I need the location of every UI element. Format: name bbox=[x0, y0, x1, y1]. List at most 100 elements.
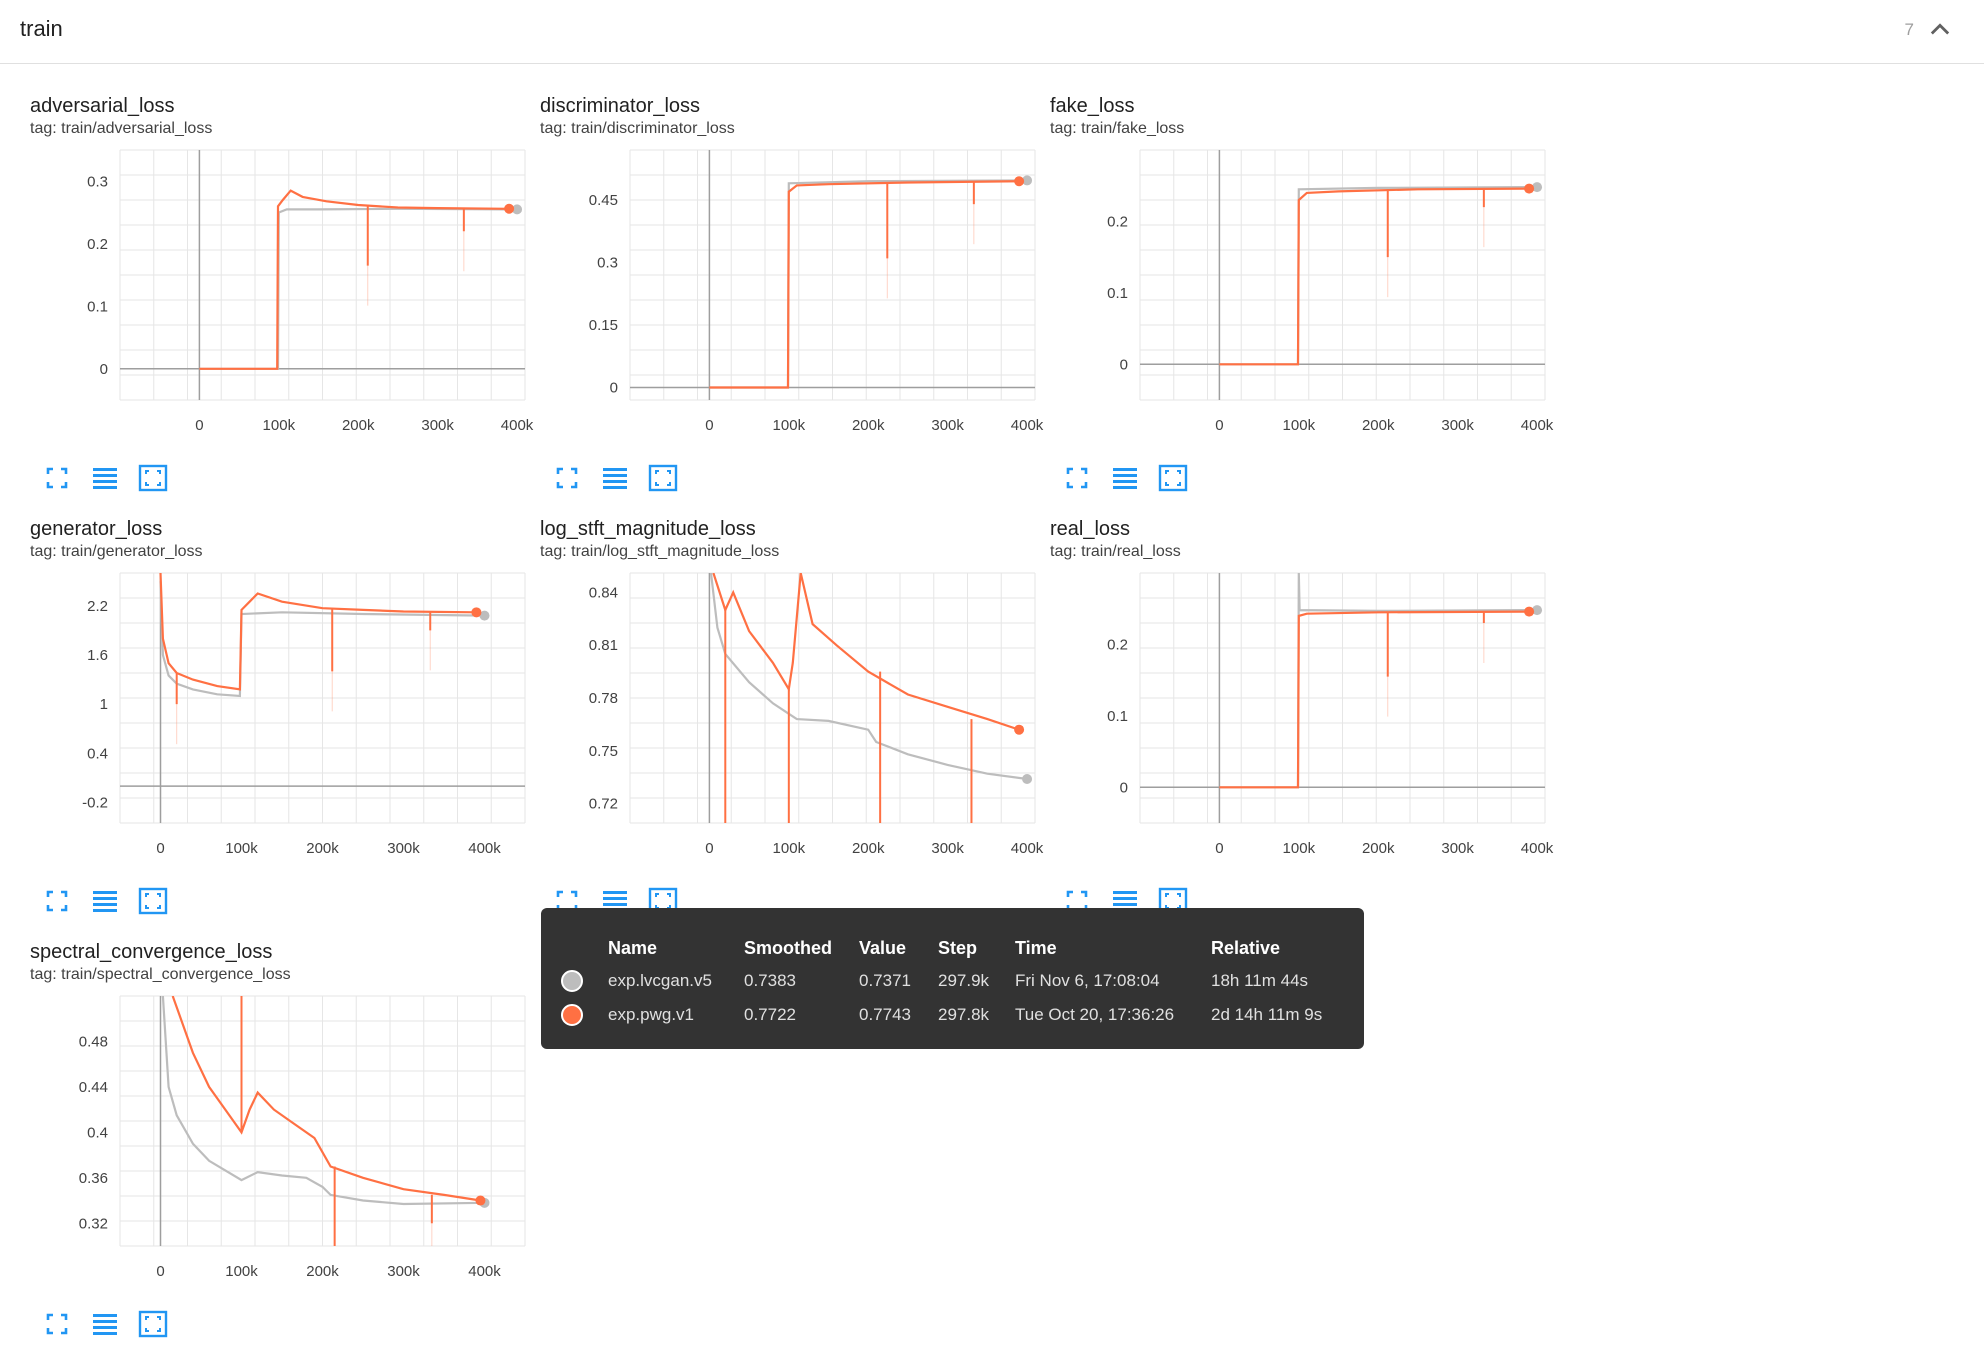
toggle-y-log-icon[interactable] bbox=[600, 463, 634, 493]
line-chart[interactable]: 0 100k 200k 300k 400k 0 0.1 0.2 bbox=[1050, 140, 1554, 440]
chart-tag: tag: train/spectral_convergence_loss bbox=[30, 966, 291, 983]
y-tick-label: 0.2 bbox=[1107, 213, 1128, 230]
tooltip-name: exp.pwg.v1 bbox=[608, 1005, 694, 1024]
x-tick-label: 100k bbox=[263, 417, 296, 434]
fullscreen-icon[interactable] bbox=[42, 886, 76, 916]
series-line-exp-pwg-v1[interactable] bbox=[1219, 610, 1530, 789]
fit-domain-icon[interactable] bbox=[138, 1309, 172, 1339]
series-end-marker bbox=[1532, 182, 1543, 193]
fullscreen-icon[interactable] bbox=[42, 463, 76, 493]
chart-card-generator-loss: generator_loss tag: train/generator_loss 0… bbox=[30, 518, 530, 918]
x-tick-label: 200k bbox=[306, 1263, 339, 1280]
chart-tag: tag: train/real_loss bbox=[1050, 543, 1181, 560]
x-tick-label: 0 bbox=[156, 1263, 164, 1280]
series-line-exp-pwg-v1[interactable] bbox=[199, 189, 510, 370]
x-tick-label: 200k bbox=[852, 840, 885, 857]
line-chart[interactable]: 0 100k 200k 300k 400k 0.72 0.75 0.78 0.81 0.84 bbox=[540, 563, 1044, 863]
tooltip-value: 0.7371 bbox=[859, 971, 911, 990]
fullscreen-icon[interactable] bbox=[552, 463, 586, 493]
tooltip-header: Relative bbox=[1211, 938, 1281, 958]
fit-domain-icon[interactable] bbox=[138, 463, 172, 493]
x-tick-label: 0 bbox=[705, 840, 713, 857]
fit-domain-icon[interactable] bbox=[138, 886, 172, 916]
x-tick-label: 200k bbox=[342, 417, 375, 434]
tooltip-header: Step bbox=[938, 938, 978, 958]
run-color-dot bbox=[561, 970, 583, 992]
chart-name: discriminator_loss bbox=[540, 95, 701, 117]
fit-domain-icon[interactable] bbox=[648, 463, 682, 493]
fullscreen-icon[interactable] bbox=[1062, 886, 1096, 916]
series-end-marker bbox=[471, 607, 482, 618]
y-tick-label: 0.3 bbox=[597, 255, 618, 272]
series-line-exp-lvcgan-v5[interactable] bbox=[709, 179, 1028, 389]
x-tick-label: 300k bbox=[1441, 840, 1474, 857]
chevron-up-icon[interactable] bbox=[1926, 16, 1954, 44]
tooltip-value: 0.7743 bbox=[859, 1005, 911, 1024]
tooltip-time: Fri Nov 6, 17:08:04 bbox=[1015, 971, 1160, 990]
toggle-y-log-icon[interactable] bbox=[90, 886, 124, 916]
x-tick-label: 100k bbox=[773, 840, 806, 857]
series-line-exp-pwg-v1[interactable] bbox=[709, 180, 1020, 389]
fullscreen-icon[interactable] bbox=[1062, 463, 1096, 493]
chart-card-adversarial-loss: adversarial_loss tag: train/adversarial_l… bbox=[30, 95, 534, 495]
y-tick-label: 0 bbox=[610, 380, 618, 397]
series-line-exp-pwg-v1[interactable] bbox=[1219, 187, 1530, 366]
series-line-exp-lvcgan-v5[interactable] bbox=[199, 207, 518, 370]
tooltip-header: Smoothed bbox=[744, 938, 832, 958]
line-chart[interactable]: 0 100k 200k 300k 400k 0 0.1 0.2 0.3 bbox=[30, 140, 534, 440]
x-tick-label: 400k bbox=[501, 417, 534, 434]
series-line-exp-lvcgan-v5[interactable] bbox=[1219, 573, 1538, 789]
fullscreen-icon[interactable] bbox=[42, 1309, 76, 1339]
x-tick-label: 0 bbox=[156, 840, 164, 857]
line-chart[interactable]: 0 100k 200k 300k 400k -0.2 0.4 1 1.6 2.2 bbox=[30, 563, 530, 863]
fit-domain-icon[interactable] bbox=[1158, 463, 1192, 493]
tooltip-smoothed: 0.7722 bbox=[744, 1005, 796, 1024]
series-line-exp-lvcgan-v5[interactable] bbox=[709, 573, 1028, 781]
line-chart[interactable]: 0 100k 200k 300k 400k 0 0.1 0.2 bbox=[1050, 563, 1554, 863]
y-tick-label: 1.6 bbox=[87, 647, 108, 664]
line-chart[interactable]: 0 100k 200k 300k 400k 0.32 0.36 0.4 0.44 0.48 bbox=[30, 986, 530, 1286]
x-tick-label: 100k bbox=[225, 1263, 258, 1280]
chart-name: adversarial_loss bbox=[30, 95, 175, 117]
tooltip-relative: 2d 14h 11m 9s bbox=[1211, 1005, 1323, 1024]
x-tick-label: 400k bbox=[1521, 417, 1554, 434]
chart-card-discriminator-loss: discriminator_loss tag: train/discriminat… bbox=[540, 95, 1044, 495]
toggle-y-log-icon[interactable] bbox=[1110, 463, 1144, 493]
chart-tooltip: Name Smoothed Value Step Time Relative exp.lvc… bbox=[541, 908, 1364, 1049]
toggle-y-log-icon[interactable] bbox=[90, 1309, 124, 1339]
tooltip-step: 297.9k bbox=[938, 971, 990, 990]
y-tick-label: 0.32 bbox=[79, 1215, 108, 1232]
series-line-exp-pwg-v1[interactable] bbox=[712, 573, 1020, 731]
series-line-exp-pwg-v1[interactable] bbox=[159, 573, 477, 691]
section-title: train bbox=[20, 16, 63, 41]
x-tick-label: 200k bbox=[852, 417, 885, 434]
x-tick-label: 300k bbox=[931, 417, 964, 434]
y-tick-label: 0.1 bbox=[1107, 285, 1128, 302]
series-end-marker bbox=[504, 203, 515, 214]
y-tick-label: 0.44 bbox=[79, 1079, 108, 1096]
toggle-y-log-icon[interactable] bbox=[90, 463, 124, 493]
y-tick-label: 2.2 bbox=[87, 598, 108, 615]
y-tick-label: 0.36 bbox=[79, 1170, 108, 1187]
x-tick-label: 100k bbox=[773, 417, 806, 434]
series-end-marker bbox=[475, 1195, 486, 1206]
x-tick-label: 300k bbox=[421, 417, 454, 434]
x-tick-label: 400k bbox=[1011, 840, 1044, 857]
line-chart[interactable]: 0 100k 200k 300k 400k 0 0.15 0.3 0.45 bbox=[540, 140, 1044, 440]
y-tick-label: 0.1 bbox=[1107, 708, 1128, 725]
section-header[interactable]: train 7 bbox=[0, 0, 1984, 64]
series-line-exp-lvcgan-v5[interactable] bbox=[1219, 186, 1538, 366]
x-tick-label: 400k bbox=[468, 840, 501, 857]
series-end-marker bbox=[1524, 183, 1535, 194]
x-tick-label: 100k bbox=[1283, 417, 1316, 434]
y-tick-label: 0.78 bbox=[589, 690, 618, 707]
series-line-exp-lvcgan-v5[interactable] bbox=[161, 996, 485, 1206]
series-line-exp-lvcgan-v5[interactable] bbox=[159, 581, 485, 698]
tooltip-header: Value bbox=[859, 938, 907, 958]
series-end-marker bbox=[1022, 773, 1033, 784]
chart-name: spectral_convergence_loss bbox=[30, 941, 273, 963]
y-tick-label: 0.1 bbox=[87, 298, 108, 315]
series-line-exp-pwg-v1[interactable] bbox=[171, 996, 481, 1202]
x-tick-label: 200k bbox=[1362, 417, 1395, 434]
fullscreen-icon[interactable] bbox=[552, 886, 586, 916]
